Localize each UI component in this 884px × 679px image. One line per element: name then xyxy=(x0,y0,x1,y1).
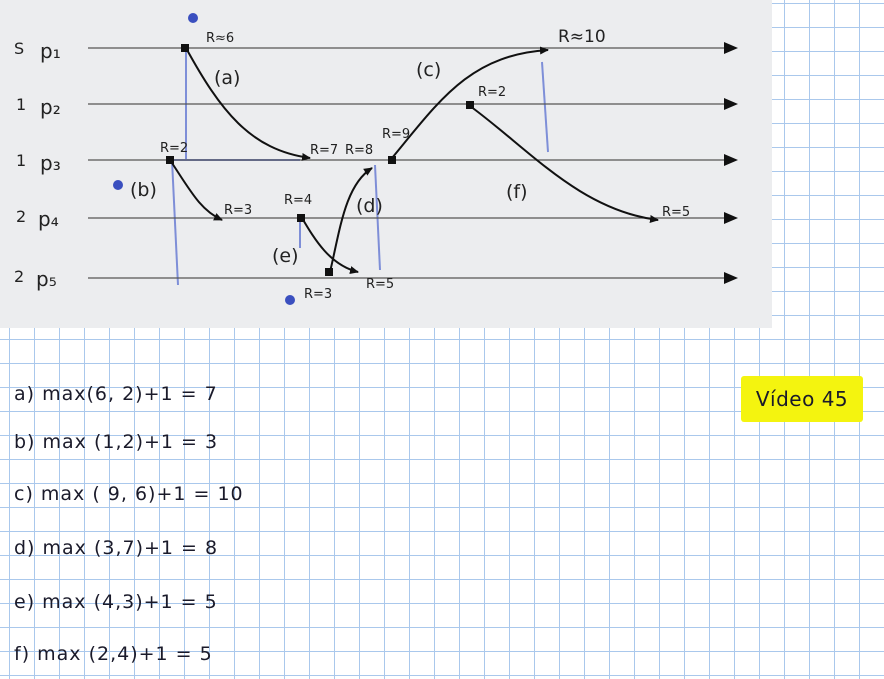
p5-prefix: 2 xyxy=(14,267,24,286)
clock-p1-send: R≈6 xyxy=(206,31,234,46)
clock-p4-recv-b: R=3 xyxy=(224,203,252,218)
label-f: (f) xyxy=(506,181,528,203)
p1-label: p₁ xyxy=(40,39,61,63)
message-arrows xyxy=(169,46,659,274)
answer-e: e) max (4,3)+1 = 5 xyxy=(14,591,218,613)
p4-prefix: 2 xyxy=(16,207,26,226)
clock-p3-recv-d: R=8 xyxy=(345,143,373,158)
p2-prefix: 1 xyxy=(16,95,26,114)
message-c xyxy=(391,46,549,159)
clock-p3-recv-a: R=7 xyxy=(310,143,338,158)
message-b xyxy=(169,159,223,221)
answer-c: c) max ( 9, 6)+1 = 10 xyxy=(14,483,244,505)
label-d: (d) xyxy=(356,195,383,217)
lamport-clock-diagram: S p₁ 1 p₂ 1 p₃ 2 p₄ 2 p₅ xyxy=(14,13,738,305)
p3-label: p₃ xyxy=(40,151,61,175)
label-c: (c) xyxy=(416,59,441,81)
label-e: (e) xyxy=(272,245,299,267)
answer-a: a) max(6, 2)+1 = 7 xyxy=(14,383,218,405)
p1-prefix: S xyxy=(14,39,24,58)
clock-p5-send-d: R=3 xyxy=(304,287,332,302)
message-d xyxy=(329,167,373,273)
p4-label: p₄ xyxy=(38,207,59,231)
answer-b: b) max (1,2)+1 = 3 xyxy=(14,431,219,453)
answer-f: f) max (2,4)+1 = 5 xyxy=(14,643,213,665)
p3-prefix: 1 xyxy=(16,151,26,170)
diagram-photo: S p₁ 1 p₂ 1 p₃ 2 p₄ 2 p₅ xyxy=(0,0,772,328)
clock-p1-recv: R≈10 xyxy=(558,27,606,47)
label-b: (b) xyxy=(130,179,157,201)
clock-p4-send-e: R=4 xyxy=(284,193,312,208)
p5-label: p₅ xyxy=(36,267,57,291)
message-f xyxy=(469,105,659,223)
pencil-dots xyxy=(113,13,295,305)
clock-p3-send: R=2 xyxy=(160,141,188,156)
answer-d: d) max (3,7)+1 = 8 xyxy=(14,537,219,559)
clock-p3-send-c: R=9 xyxy=(382,127,410,142)
message-a xyxy=(185,47,311,161)
clock-p4-recv-f: R=5 xyxy=(662,205,690,220)
process-arrowheads xyxy=(724,42,738,284)
clock-p5-recv-e: R=5 xyxy=(366,277,394,292)
video-note: Vídeo 45 xyxy=(741,376,863,422)
message-e xyxy=(301,217,359,274)
process-lines xyxy=(88,47,735,279)
events xyxy=(166,44,474,276)
clock-p2-send: R=2 xyxy=(478,85,506,100)
label-a: (a) xyxy=(214,67,240,89)
p2-label: p₂ xyxy=(40,95,61,119)
